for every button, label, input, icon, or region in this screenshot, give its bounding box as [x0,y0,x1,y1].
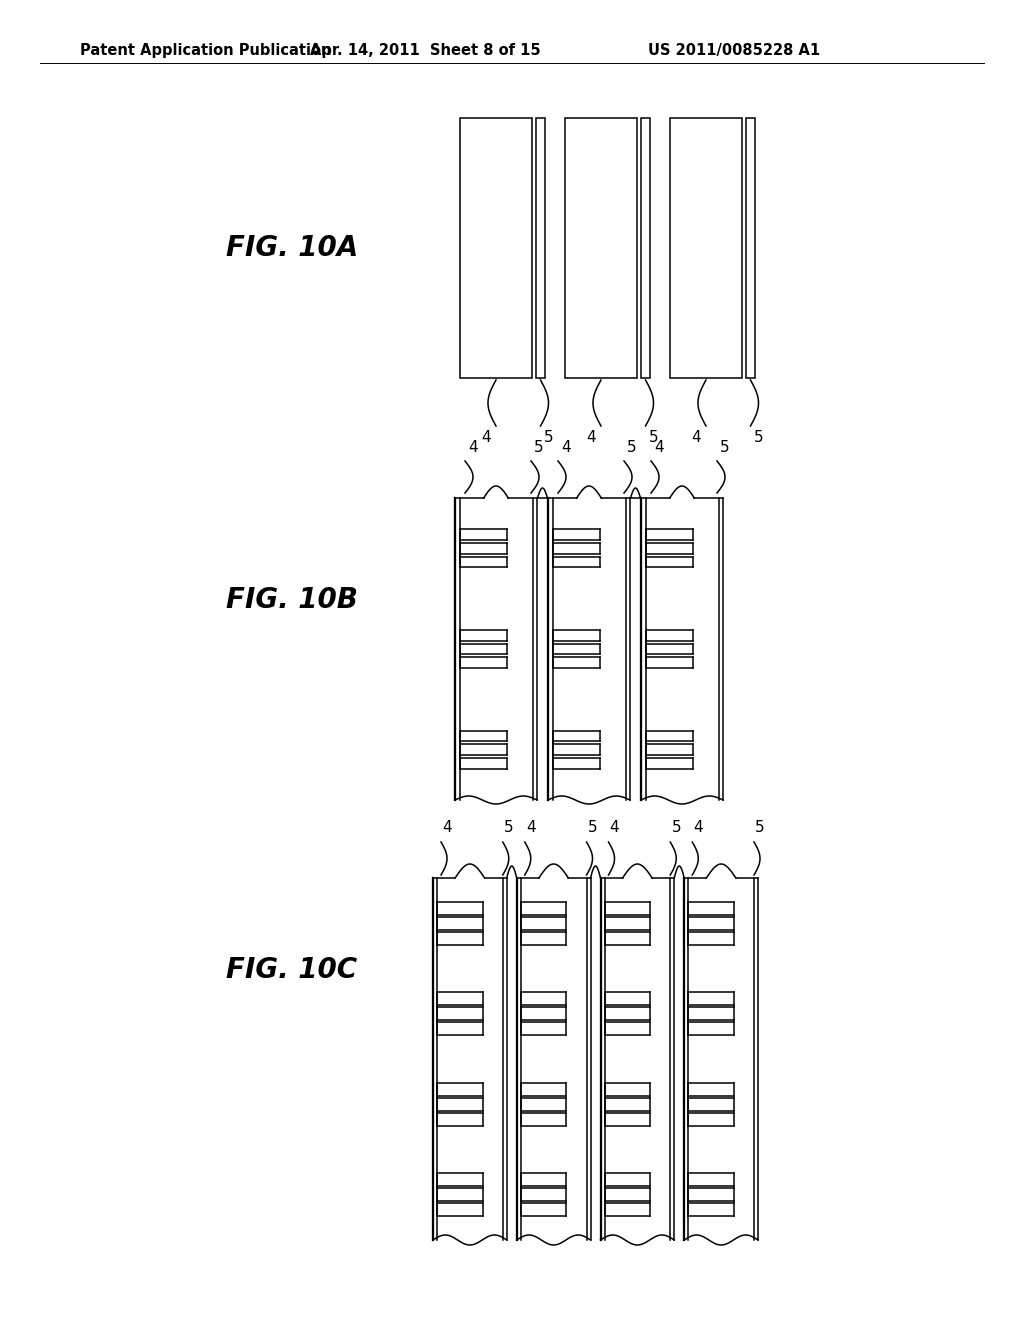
Text: 5: 5 [535,440,544,454]
Text: 5: 5 [720,440,730,454]
Text: 5: 5 [755,821,765,836]
Text: 4: 4 [693,821,703,836]
Text: 5: 5 [627,440,637,454]
Bar [565,117,637,378]
Text: 4: 4 [526,821,536,836]
Text: 4: 4 [468,440,478,454]
Bar [641,117,650,378]
Bar [670,117,742,378]
Text: 4: 4 [561,440,570,454]
Bar [746,117,755,378]
Text: 4: 4 [481,430,490,446]
Text: 4: 4 [654,440,664,454]
Text: Apr. 14, 2011  Sheet 8 of 15: Apr. 14, 2011 Sheet 8 of 15 [309,42,541,58]
Bar [460,117,532,378]
Text: FIG. 10B: FIG. 10B [226,586,358,614]
Text: Patent Application Publication: Patent Application Publication [80,42,332,58]
Bar [536,117,545,378]
Text: 5: 5 [754,430,763,446]
Text: 5: 5 [588,821,597,836]
Text: 5: 5 [648,430,658,446]
Text: FIG. 10C: FIG. 10C [226,956,357,983]
Text: 4: 4 [691,430,700,446]
Text: US 2011/0085228 A1: US 2011/0085228 A1 [648,42,820,58]
Text: FIG. 10A: FIG. 10A [226,234,358,261]
Text: 4: 4 [609,821,620,836]
Text: 5: 5 [544,430,553,446]
Text: 4: 4 [442,821,452,836]
Text: 4: 4 [586,430,596,446]
Text: 5: 5 [504,821,514,836]
Text: 5: 5 [672,821,681,836]
